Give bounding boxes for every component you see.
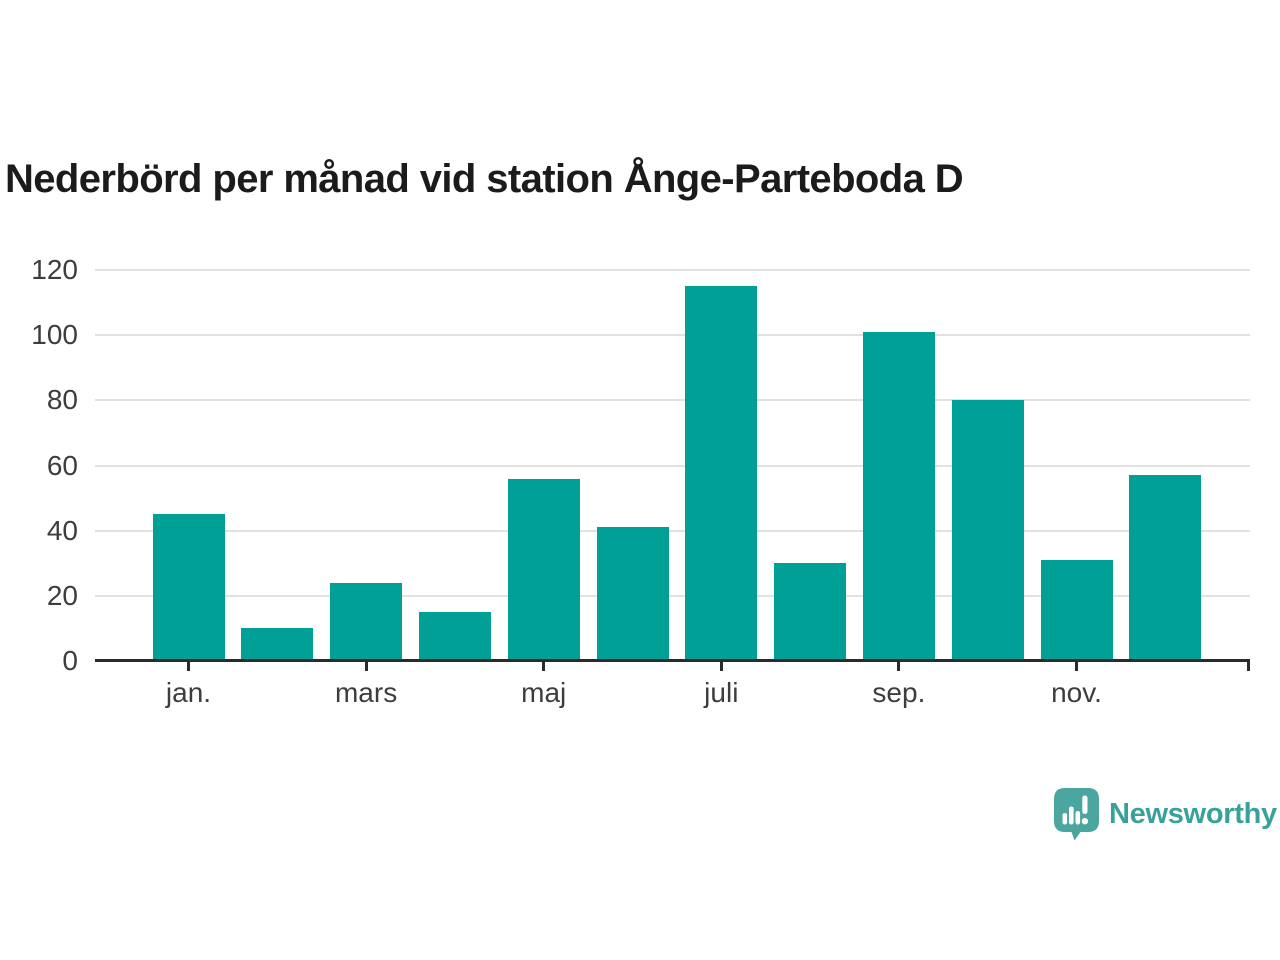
y-axis-label: 100 [31,319,78,351]
gridline-y-40 [95,529,1250,532]
bar-maj [507,478,580,661]
gridline-y-20 [95,594,1250,597]
y-axis-label: 40 [46,514,78,546]
bar-okt [951,400,1024,661]
newsworthy-wordmark: Newsworthy [1109,798,1277,830]
bar-dec [1129,475,1202,661]
x-axis-tick [542,661,546,671]
y-axis-label: 20 [46,579,78,611]
x-axis-label: jan. [165,677,212,708]
bar-juni [596,527,669,661]
bar-juli [685,286,758,661]
x-axis-label: nov. [1051,677,1102,708]
bar-feb [241,628,314,661]
y-axis-label: 0 [62,645,78,676]
x-axis-line [95,659,1250,662]
chart-title: Nederbörd per månad vid station Ånge-Par… [5,156,964,201]
x-axis-tick [187,661,190,671]
bar-apr [418,612,491,661]
gridline-y-60 [95,464,1250,467]
bar-aug [774,563,847,661]
bar-jan [152,514,225,661]
gridline-y-120 [95,269,1250,271]
newsworthy-logo: Newsworthy [1054,788,1277,841]
x-axis-label: sep. [872,677,926,708]
bar-sep [862,331,935,661]
x-axis-label: maj [521,677,567,708]
x-axis-tick [1075,661,1078,671]
x-axis-tick [364,661,368,671]
x-axis-tick [897,661,901,671]
bar-nov [1040,560,1113,661]
newsworthy-logo-icon [1054,788,1099,841]
bar-mars [330,582,403,661]
x-axis-label: juli [704,677,739,708]
y-axis-label: 120 [31,254,78,285]
gridline-y-80 [95,399,1250,402]
x-axis-end-tick [1247,661,1250,671]
y-axis-label: 80 [46,384,78,416]
x-axis-label: mars [334,677,398,708]
bar-chart-plot-area: 0 20 40 60 80 100 120 jan. mars maj juli sep. nov. [31,254,1250,708]
x-axis-tick [719,661,723,671]
y-axis-label: 60 [46,449,78,481]
gridline-y-100 [95,334,1250,337]
